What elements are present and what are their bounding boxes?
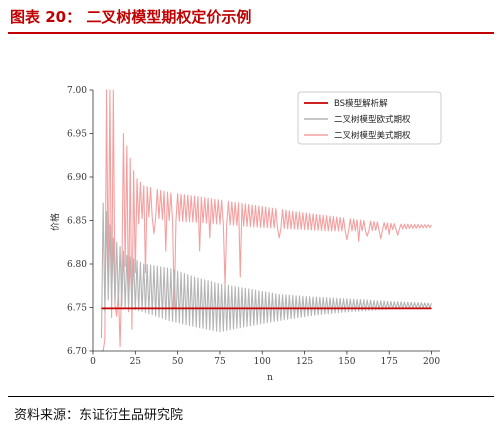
figure-title: 图表 20： 二叉树模型期权定价示例 (10, 6, 251, 27)
x-tick-label: 125 (296, 357, 313, 367)
x-tick-label: 25 (130, 357, 142, 367)
figure-title-text: 二叉树模型期权定价示例 (86, 8, 252, 26)
legend-box (297, 91, 442, 145)
x-tick-label: 175 (381, 357, 398, 367)
y-tick-label: 6.70 (67, 347, 87, 357)
x-axis-label: n (267, 373, 273, 383)
y-tick-label: 6.75 (67, 304, 87, 314)
x-tick-label: 50 (172, 357, 184, 367)
figure-number: 图表 20： (10, 8, 82, 26)
axes: 0 25 50 75 100 125 150 175 200 6.70 6.75 6.80 6.85 6.… (67, 86, 440, 367)
x-tick-label: 200 (423, 357, 440, 367)
x-tick-label: 0 (90, 357, 96, 367)
title-rule (8, 32, 494, 34)
y-tick-label: 6.80 (67, 260, 87, 270)
legend-label-bs: BS模型解析解 (334, 98, 388, 109)
y-tick-label: 7.00 (67, 86, 87, 96)
x-tick-label: 100 (254, 357, 271, 367)
y-tick-label: 6.95 (67, 130, 87, 140)
legend-label-european: 二叉树模型欧式期权 (334, 114, 411, 125)
series-layer (100, 89, 433, 352)
legend-label-american: 二叉树模型美式期权 (334, 130, 411, 141)
y-tick-label: 6.90 (67, 173, 87, 183)
source-rule (8, 396, 494, 397)
x-tick-label: 75 (214, 357, 226, 367)
y-axis-label: 价格 (49, 213, 61, 231)
y-tick-label: 6.85 (67, 217, 87, 227)
series-line-european (100, 202, 433, 338)
source-note: 资料来源：东证衍生品研究院 (14, 408, 184, 423)
series-line-american (101, 89, 433, 352)
x-tick-label: 150 (338, 357, 355, 367)
